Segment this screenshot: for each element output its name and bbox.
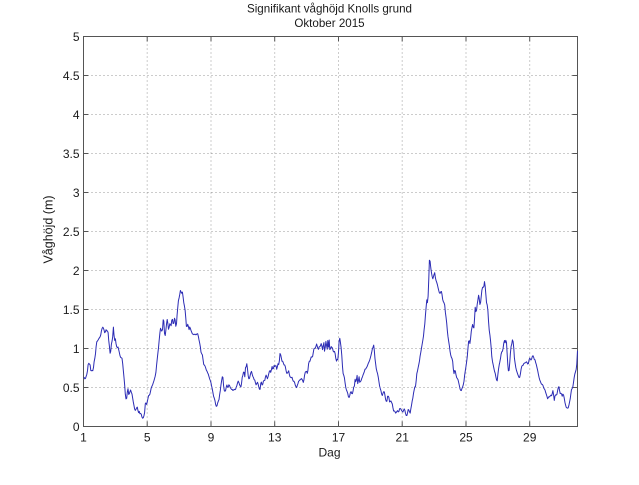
svg-text:2.5: 2.5	[63, 225, 80, 239]
svg-text:9: 9	[208, 431, 215, 445]
svg-text:13: 13	[268, 431, 282, 445]
svg-text:1.5: 1.5	[63, 303, 80, 317]
svg-text:5: 5	[73, 30, 80, 44]
svg-text:5: 5	[144, 431, 151, 445]
svg-text:1: 1	[80, 431, 87, 445]
svg-text:17: 17	[332, 431, 346, 445]
svg-text:1: 1	[73, 342, 80, 356]
svg-text:Dag: Dag	[318, 446, 340, 460]
svg-text:3.5: 3.5	[63, 147, 80, 161]
svg-text:29: 29	[523, 431, 537, 445]
svg-text:0: 0	[73, 420, 80, 434]
svg-text:0.5: 0.5	[63, 381, 80, 395]
svg-text:4: 4	[73, 108, 80, 122]
svg-text:Våghöjd (m): Våghöjd (m)	[42, 195, 56, 263]
svg-text:21: 21	[396, 431, 410, 445]
svg-text:Oktober 2015: Oktober 2015	[294, 17, 364, 30]
svg-text:Signifikant våghöjd Knolls gru: Signifikant våghöjd Knolls grund	[247, 3, 412, 16]
svg-text:2: 2	[73, 264, 80, 278]
svg-text:4.5: 4.5	[63, 69, 80, 83]
svg-text:25: 25	[459, 431, 473, 445]
svg-text:3: 3	[73, 186, 80, 200]
